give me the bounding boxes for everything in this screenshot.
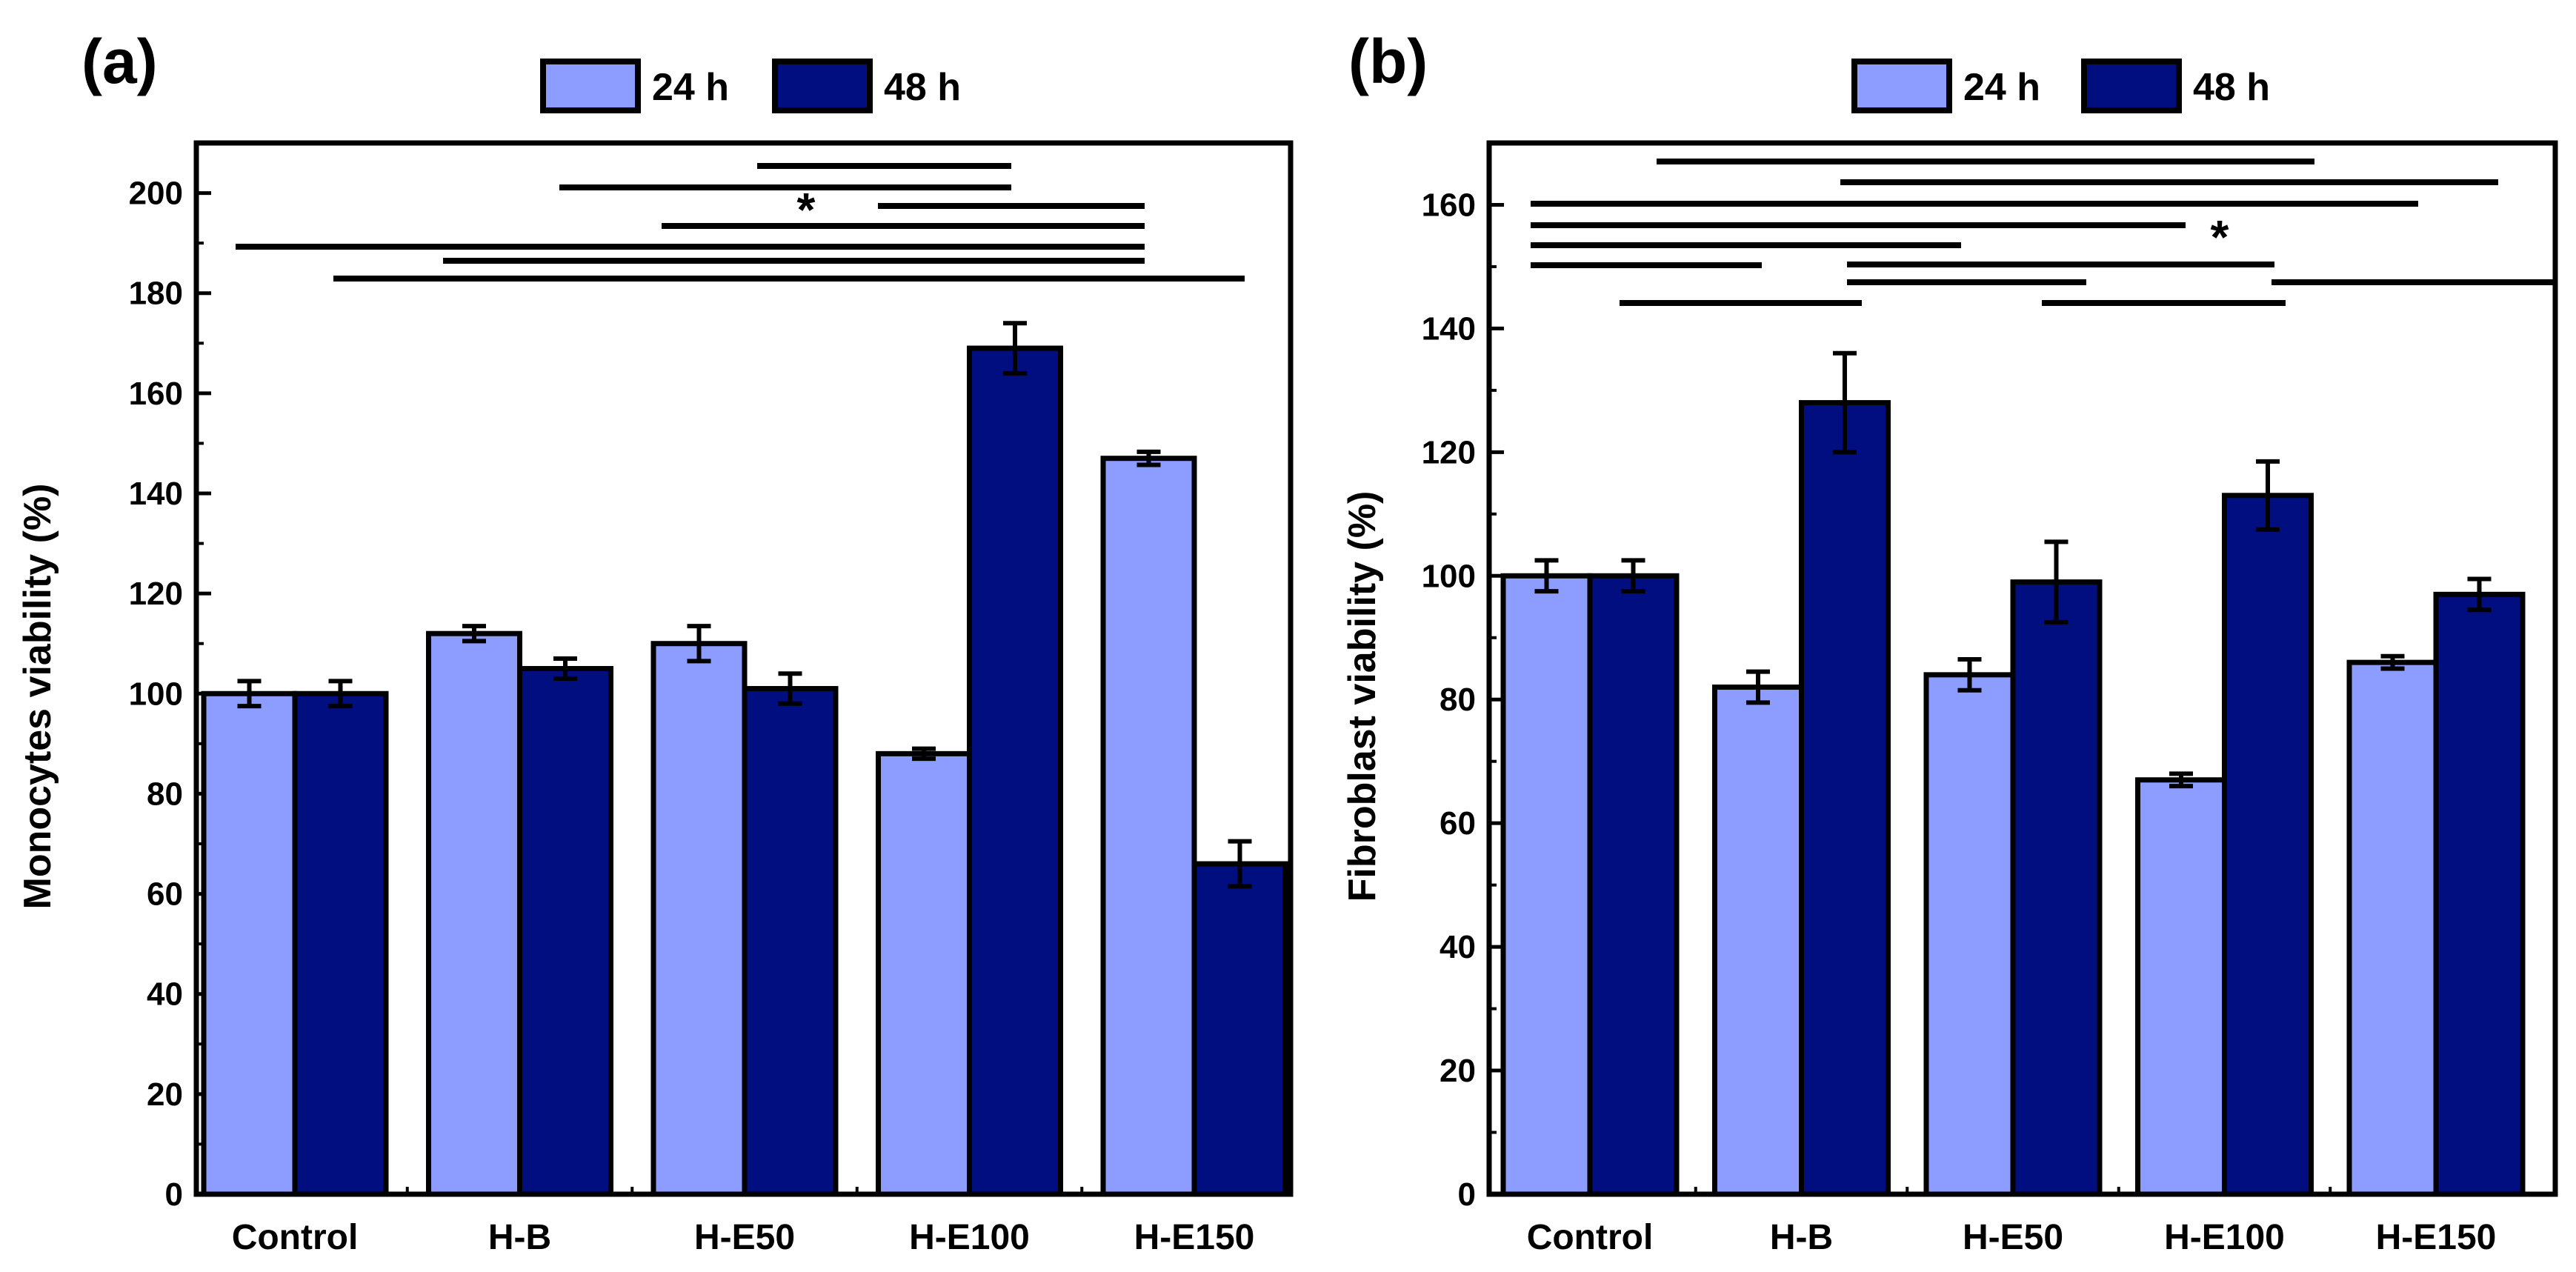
- bar-b-h-e100-24h: [2135, 777, 2227, 1197]
- significance-star-b: *: [2211, 210, 2229, 264]
- bar-b-control-48h: [1587, 573, 1680, 1197]
- y-tick-label-b: 80: [1440, 682, 1476, 718]
- bar-a-h-e50-24h: [650, 641, 748, 1197]
- plot-frame-a: [193, 140, 1294, 1197]
- plot-area-a: 0 20 40 60 80 100 120 140 160 180 200 Control H-B H-E…: [129, 140, 1294, 1257]
- bar-b-h-e50-24h: [1923, 672, 2016, 1197]
- y-tick-label-a: 160: [129, 376, 183, 412]
- bar-b-h-e150-48h: [2433, 591, 2526, 1197]
- x-tick-label-a: Control: [232, 1218, 359, 1257]
- legend-a-label-24h: 24 h: [652, 66, 729, 109]
- legend-b-label-24h: 24 h: [1963, 66, 2040, 109]
- bar-a-h-b-24h: [426, 630, 522, 1197]
- panel-a: (a) 24 h 48 h Monocytes viability (%) 0 2…: [16, 27, 1294, 1257]
- bar-a-control-48h: [292, 690, 389, 1197]
- legend-b-swatch-48h: [2081, 59, 2182, 113]
- y-axis-title-a: Monocytes viability (%): [16, 484, 59, 910]
- y-tick-label-b: 140: [1422, 310, 1476, 347]
- y-tick-label-a: 0: [165, 1176, 183, 1213]
- y-axis-title-b: Fibroblast viability (%): [1341, 491, 1384, 902]
- bar-b-h-b-48h: [1799, 400, 1891, 1197]
- bar-b-h-e50-48h: [2010, 579, 2103, 1197]
- y-tick-label-b: 40: [1440, 929, 1476, 965]
- y-tick-label-b: 160: [1422, 187, 1476, 223]
- bar-a-h-e50-48h: [742, 686, 839, 1197]
- bar-b-control-24h: [1500, 573, 1593, 1197]
- y-tick-label-b: 120: [1422, 434, 1476, 470]
- y-tick-label-a: 120: [129, 576, 183, 612]
- bar-b-h-e150-24h: [2346, 659, 2439, 1197]
- bar-b-h-e100-48h: [2222, 493, 2314, 1197]
- legend-b-swatch-24h: [1851, 59, 1952, 113]
- x-tick-label-b: H-E150: [2376, 1218, 2497, 1257]
- x-tick-label-a: H-B: [488, 1218, 551, 1257]
- x-tick-label-b: H-E50: [1963, 1218, 2063, 1257]
- panel-a-label: (a): [81, 27, 158, 96]
- legend-a-swatch-24h: [540, 59, 641, 113]
- y-tick-label-a: 200: [129, 176, 183, 212]
- y-tick-label-a: 100: [129, 676, 183, 712]
- legend-a-label-48h: 48 h: [884, 66, 961, 109]
- x-tick-label-b: H-B: [1770, 1218, 1833, 1257]
- x-tick-label-a: H-E150: [1134, 1218, 1255, 1257]
- y-tick-label-a: 40: [147, 976, 183, 1013]
- y-tick-label-a: 180: [129, 276, 183, 312]
- x-tick-label-a: H-E50: [694, 1218, 795, 1257]
- y-tick-label-a: 140: [129, 476, 183, 512]
- bar-a-h-e150-24h: [1100, 456, 1197, 1197]
- bar-a-h-b-48h: [517, 666, 613, 1197]
- x-tick-label-b: Control: [1527, 1218, 1654, 1257]
- legend-b: 24 h 48 h: [1851, 59, 2270, 113]
- legend-b-label-48h: 48 h: [2193, 66, 2270, 109]
- bar-b-h-b-24h: [1712, 685, 1804, 1197]
- panel-b-label: (b): [1348, 27, 1428, 96]
- x-tick-label-a: H-E100: [909, 1218, 1030, 1257]
- plot-frame-b: [1486, 140, 2558, 1197]
- legend-a-swatch-48h: [772, 59, 873, 113]
- x-tick-label-b: H-E100: [2164, 1218, 2285, 1257]
- plot-area-b: 0 20 40 60 80 100 120 140 160 Control H-B H-E50 H-E1…: [1422, 140, 2558, 1257]
- panel-b: (b) 24 h 48 h Fibroblast viability (%) 0…: [1341, 27, 2558, 1257]
- y-tick-label-a: 80: [147, 776, 183, 812]
- significance-star-a: *: [797, 183, 816, 236]
- bar-a-h-e100-48h: [967, 345, 1063, 1197]
- y-tick-label-b: 60: [1440, 805, 1476, 842]
- y-tick-label-a: 60: [147, 876, 183, 913]
- bar-a-h-e100-24h: [876, 750, 972, 1197]
- y-tick-label-b: 20: [1440, 1053, 1476, 1089]
- legend-a: 24 h 48 h: [540, 59, 961, 113]
- y-tick-label-b: 100: [1422, 558, 1476, 594]
- y-tick-label-b: 0: [1458, 1176, 1476, 1213]
- y-tick-label-a: 20: [147, 1076, 183, 1113]
- bar-a-control-24h: [201, 690, 298, 1197]
- bar-a-h-e150-48h: [1191, 861, 1288, 1197]
